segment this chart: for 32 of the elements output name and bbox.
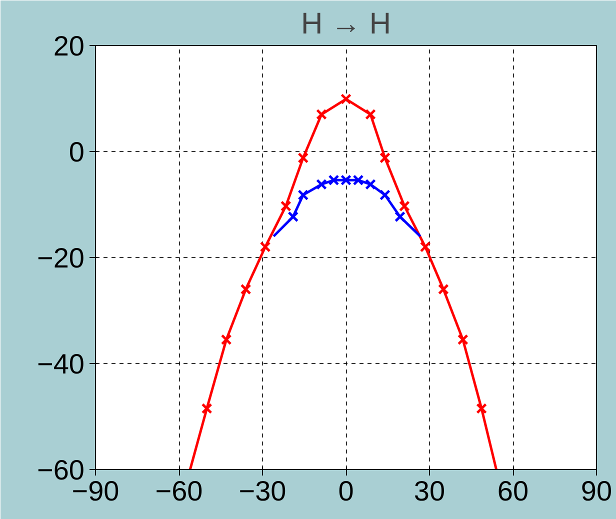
point [240, 284, 252, 295]
point [340, 94, 352, 105]
point [420, 241, 431, 252]
y-tick-label: 0 [68, 136, 85, 168]
point [298, 152, 309, 164]
point [260, 241, 271, 252]
point [365, 108, 376, 120]
x-tick-label: 90 [580, 476, 612, 506]
point [379, 189, 390, 200]
point [220, 334, 232, 346]
y-tick-label: −40 [37, 348, 85, 380]
point [457, 334, 468, 346]
chart-title: H → H [301, 8, 391, 40]
point [365, 178, 376, 190]
point [438, 284, 449, 295]
x-tick-label: −60 [155, 476, 203, 506]
x-tick-label: 0 [338, 476, 354, 506]
point [476, 403, 488, 414]
point [316, 178, 327, 190]
x-tick-label: 30 [414, 476, 446, 506]
y-tick-label: 20 [53, 30, 85, 62]
x-tick-label: −30 [238, 476, 286, 506]
point [280, 200, 292, 212]
point [298, 189, 309, 200]
x-tick-label: 60 [497, 476, 529, 506]
y-tick-label: −20 [37, 242, 85, 274]
point [379, 152, 390, 164]
point [394, 211, 406, 222]
point [288, 211, 299, 222]
point [398, 200, 410, 212]
point [201, 403, 212, 414]
point [316, 108, 327, 120]
